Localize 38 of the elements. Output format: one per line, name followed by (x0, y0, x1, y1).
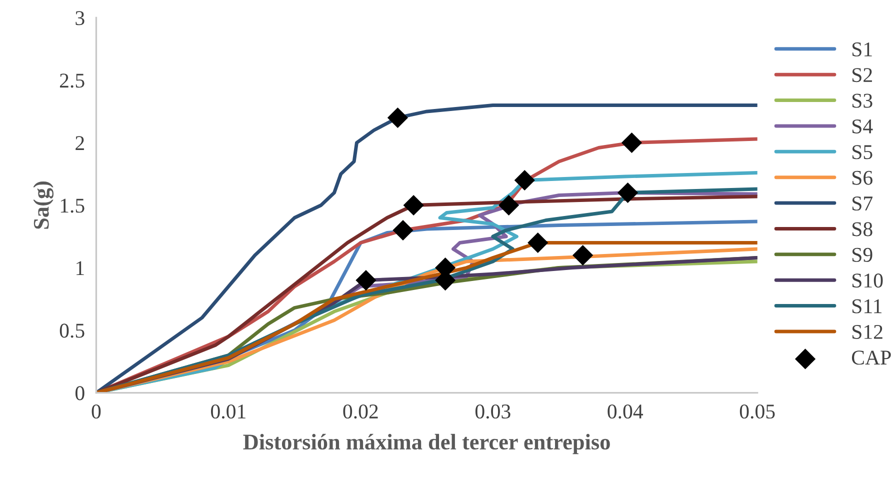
legend-label: S8 (852, 222, 872, 236)
x-axis-title: Distorsión máxima del tercer entrepiso (243, 434, 610, 454)
legend-label: S12 (852, 324, 882, 339)
legend-label: S4 (852, 119, 873, 134)
point (528, 232, 548, 254)
x-tick-label: 0 (92, 404, 101, 419)
legend-label: S1 (852, 42, 872, 56)
x-tick-label: 0.05 (740, 404, 775, 419)
y-tick-label: 0.5 (60, 324, 84, 338)
y-tick-label: 2.5 (60, 74, 84, 88)
y-tick-label: 0 (75, 386, 84, 400)
y-tick-label: 1 (76, 261, 84, 275)
point (387, 107, 408, 128)
point (572, 244, 594, 266)
x-tick-label: 0.04 (608, 404, 644, 419)
y-tick-label: 2 (76, 136, 84, 150)
point (514, 170, 535, 191)
y-tick-label: 1.5 (60, 198, 84, 213)
point (356, 270, 376, 291)
y-axis-title: Sa(g) (33, 182, 54, 229)
legend-label: S3 (852, 94, 872, 108)
legend-label: S9 (852, 248, 872, 262)
x-tick-label: 0.01 (211, 404, 246, 419)
y-tick-label: 3 (76, 11, 84, 26)
legend-label: S10 (852, 274, 883, 288)
legend-label: S11 (852, 299, 882, 314)
point (621, 132, 642, 154)
point (617, 182, 638, 204)
legend-label: CAP (852, 350, 891, 365)
x-tick-label: 0.02 (343, 404, 378, 419)
legend-label: S6 (852, 170, 872, 185)
point (392, 220, 414, 241)
point (403, 194, 424, 216)
x-tick-label: 0.03 (475, 404, 510, 419)
point (498, 194, 520, 216)
legend-label: S7 (852, 196, 873, 211)
legend-label: S5 (852, 145, 872, 160)
legend-label: S2 (852, 68, 872, 82)
